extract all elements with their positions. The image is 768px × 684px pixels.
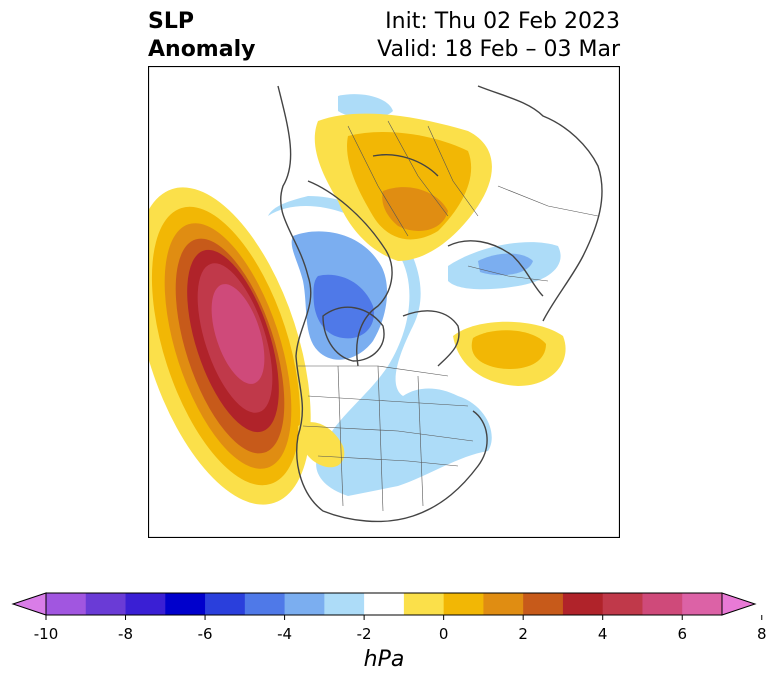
colorbar-bin — [284, 593, 325, 615]
colorbar-tick-label: 0 — [439, 625, 449, 643]
colorbar-swatches — [11, 592, 757, 616]
colorbar-extend-low — [11, 592, 47, 616]
colorbar-tick-label: -10 — [34, 625, 59, 643]
colorbar-tick-label: -8 — [118, 625, 133, 643]
colorbar-tick-label: -6 — [198, 625, 213, 643]
slp-anomaly-map — [148, 66, 620, 538]
colorbar-bin — [165, 593, 206, 615]
colorbar-bin — [602, 593, 643, 615]
western-us-high-contours — [298, 422, 345, 468]
colorbar-bin — [85, 593, 127, 615]
colorbar-bin — [523, 593, 564, 615]
colorbar-bin — [562, 593, 604, 615]
colorbar-bin — [642, 593, 683, 615]
colorbar-tick-label: 2 — [518, 625, 528, 643]
colorbar: -10-8-6-4-20246810 hPa — [11, 592, 767, 672]
coastlines — [277, 85, 603, 523]
colorbar-bin — [205, 593, 246, 615]
colorbar-tick-label: -4 — [277, 625, 292, 643]
colorbar-bin — [364, 593, 405, 615]
colorbar-ticks: -10-8-6-4-20246810 — [34, 615, 767, 643]
colorbar-bin — [324, 593, 365, 615]
colorbar-bin — [403, 593, 445, 615]
arctic-low-contours — [338, 94, 393, 119]
europe-low-contours — [448, 242, 561, 290]
valid-range: Valid: 18 Feb – 03 Mar — [377, 37, 620, 62]
colorbar-bin — [483, 593, 524, 615]
colorbar-bin — [125, 593, 166, 615]
colorbar-bin — [46, 593, 87, 615]
colorbar-outline — [45, 592, 723, 616]
canada-low-contours — [268, 196, 492, 496]
north-pacific-high-contours — [148, 187, 311, 505]
colorbar-tick-label: -2 — [357, 625, 372, 643]
colorbar-tick-label: 8 — [757, 625, 767, 643]
colorbar-bin — [443, 593, 484, 615]
colorbar-extend-high — [721, 592, 757, 616]
siberia-high-contours — [314, 113, 492, 261]
colorbar-bin — [682, 593, 723, 615]
north-atlantic-high-contours — [453, 321, 566, 386]
colorbar-tick-label: 6 — [677, 625, 687, 643]
title-line-1: SLP — [148, 9, 194, 34]
colorbar-unit-label: hPa — [364, 647, 405, 672]
init-date: Init: Thu 02 Feb 2023 — [385, 9, 620, 34]
title-line-2: Anomaly — [148, 37, 256, 62]
title-variable: SLP Anomaly — [148, 8, 255, 64]
colorbar-bin — [244, 593, 286, 615]
title-dates: Init: Thu 02 Feb 2023 Valid: 18 Feb – 03… — [377, 8, 620, 64]
political-boundaries — [298, 120, 599, 512]
colorbar-tick-label: 4 — [598, 625, 608, 643]
